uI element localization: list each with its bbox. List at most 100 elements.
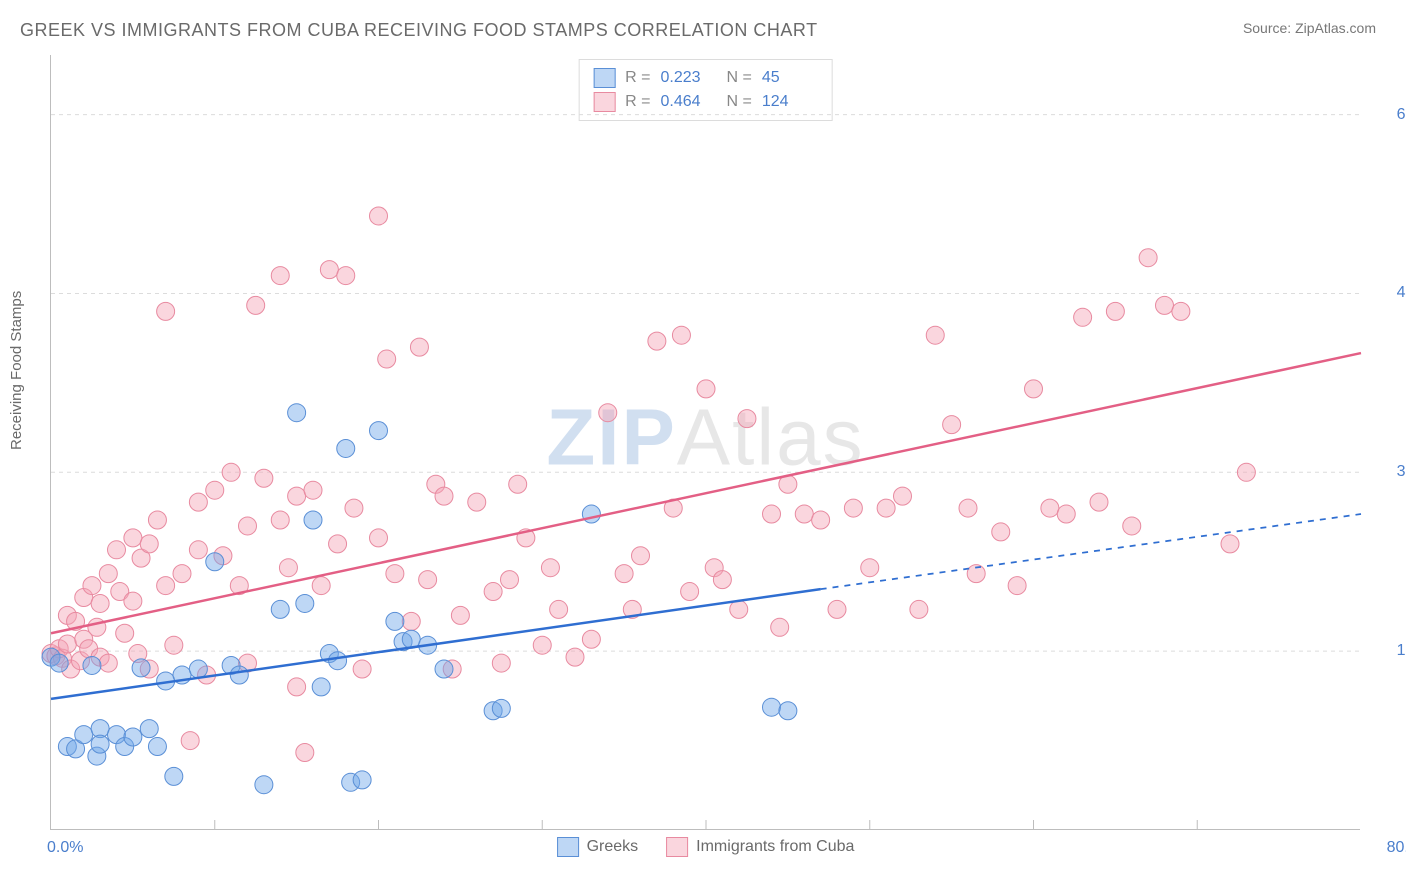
scatter-point-cuba: [386, 565, 404, 583]
scatter-point-cuba: [844, 499, 862, 517]
legend-label-cuba: Immigrants from Cuba: [696, 838, 854, 856]
scatter-point-cuba: [1041, 499, 1059, 517]
scatter-point-cuba: [435, 487, 453, 505]
scatter-point-cuba: [99, 565, 117, 583]
scatter-point-cuba: [148, 511, 166, 529]
scatter-point-cuba: [451, 606, 469, 624]
scatter-point-greeks: [386, 612, 404, 630]
scatter-point-cuba: [337, 267, 355, 285]
scatter-point-greeks: [337, 439, 355, 457]
legend-label-greeks: Greeks: [587, 838, 639, 856]
scatter-point-cuba: [501, 571, 519, 589]
y-axis-label: Receiving Food Stamps: [8, 291, 25, 450]
scatter-point-cuba: [288, 678, 306, 696]
plot-area: ZIPAtlas R = 0.223 N = 45 R = 0.464 N = …: [50, 55, 1360, 830]
y-tick-label: 15.0%: [1397, 642, 1406, 660]
x-tick-min: 0.0%: [47, 839, 83, 857]
scatter-point-greeks: [271, 600, 289, 618]
scatter-point-greeks: [165, 767, 183, 785]
scatter-point-cuba: [771, 618, 789, 636]
scatter-point-cuba: [108, 541, 126, 559]
scatter-point-cuba: [247, 296, 265, 314]
scatter-point-cuba: [312, 577, 330, 595]
scatter-point-greeks: [296, 594, 314, 612]
y-tick-label: 30.0%: [1397, 463, 1406, 481]
scatter-point-cuba: [632, 547, 650, 565]
scatter-point-cuba: [1156, 296, 1174, 314]
scatter-point-cuba: [894, 487, 912, 505]
scatter-point-cuba: [419, 571, 437, 589]
scatter-point-cuba: [468, 493, 486, 511]
scatter-point-greeks: [91, 735, 109, 753]
scatter-point-greeks: [492, 699, 510, 717]
legend-swatch-cuba: [666, 837, 688, 857]
scatter-point-cuba: [157, 577, 175, 595]
legend-swatch-greeks: [557, 837, 579, 857]
scatter-point-greeks: [140, 720, 158, 738]
scatter-point-cuba: [378, 350, 396, 368]
scatter-point-cuba: [713, 571, 731, 589]
source-attribution: Source: ZipAtlas.com: [1243, 20, 1376, 36]
scatter-point-cuba: [353, 660, 371, 678]
scatter-point-cuba: [1221, 535, 1239, 553]
scatter-point-cuba: [672, 326, 690, 344]
scatter-point-cuba: [1057, 505, 1075, 523]
scatter-point-cuba: [173, 565, 191, 583]
scatter-point-cuba: [615, 565, 633, 583]
scatter-point-greeks: [255, 776, 273, 794]
scatter-point-greeks: [148, 738, 166, 756]
scatter-point-cuba: [582, 630, 600, 648]
scatter-point-cuba: [99, 654, 117, 672]
scatter-point-cuba: [91, 594, 109, 612]
scatter-point-cuba: [509, 475, 527, 493]
scatter-point-cuba: [1008, 577, 1026, 595]
source-prefix: Source:: [1243, 20, 1295, 36]
y-tick-label: 45.0%: [1397, 284, 1406, 302]
legend-item-cuba: Immigrants from Cuba: [666, 837, 854, 857]
scatter-point-cuba: [992, 523, 1010, 541]
scatter-point-cuba: [910, 600, 928, 618]
regression-line-dashed-greeks: [821, 514, 1361, 589]
scatter-point-cuba: [279, 559, 297, 577]
scatter-point-cuba: [492, 654, 510, 672]
scatter-point-cuba: [1090, 493, 1108, 511]
scatter-point-cuba: [206, 481, 224, 499]
scatter-point-cuba: [410, 338, 428, 356]
scatter-point-cuba: [828, 600, 846, 618]
scatter-point-cuba: [566, 648, 584, 666]
scatter-point-cuba: [165, 636, 183, 654]
scatter-point-cuba: [1123, 517, 1141, 535]
scatter-point-greeks: [124, 728, 142, 746]
scatter-point-greeks: [435, 660, 453, 678]
scatter-point-cuba: [1237, 463, 1255, 481]
scatter-point-cuba: [320, 261, 338, 279]
scatter-point-cuba: [189, 541, 207, 559]
scatter-point-greeks: [582, 505, 600, 523]
scatter-point-greeks: [75, 726, 93, 744]
scatter-point-cuba: [1172, 302, 1190, 320]
scatter-point-greeks: [370, 422, 388, 440]
scatter-point-cuba: [1106, 302, 1124, 320]
scatter-point-cuba: [1139, 249, 1157, 267]
scatter-point-cuba: [157, 302, 175, 320]
series-legend: Greeks Immigrants from Cuba: [557, 837, 855, 857]
scatter-point-cuba: [189, 493, 207, 511]
scatter-point-greeks: [312, 678, 330, 696]
scatter-point-cuba: [271, 511, 289, 529]
scatter-point-cuba: [648, 332, 666, 350]
scatter-point-cuba: [812, 511, 830, 529]
scatter-point-cuba: [550, 600, 568, 618]
source-link[interactable]: ZipAtlas.com: [1295, 20, 1376, 36]
plot-svg: [51, 55, 1360, 829]
scatter-point-cuba: [296, 744, 314, 762]
scatter-point-cuba: [484, 583, 502, 601]
chart-title: GREEK VS IMMIGRANTS FROM CUBA RECEIVING …: [20, 20, 818, 41]
scatter-point-cuba: [943, 416, 961, 434]
chart-container: GREEK VS IMMIGRANTS FROM CUBA RECEIVING …: [0, 0, 1406, 892]
scatter-point-cuba: [255, 469, 273, 487]
scatter-point-cuba: [304, 481, 322, 499]
scatter-point-cuba: [222, 463, 240, 481]
scatter-point-cuba: [541, 559, 559, 577]
scatter-point-greeks: [779, 702, 797, 720]
y-tick-label: 60.0%: [1397, 106, 1406, 124]
